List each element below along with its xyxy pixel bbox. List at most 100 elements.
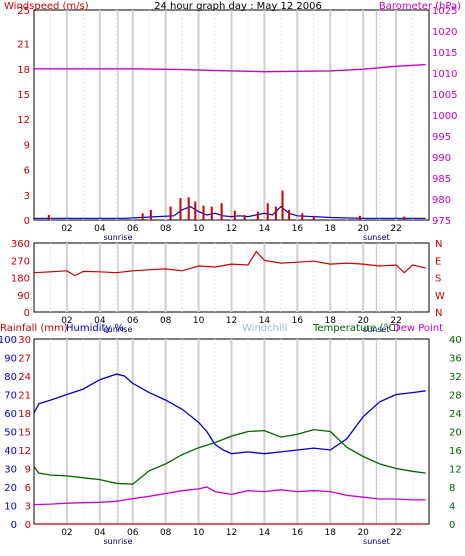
rainfall-tick: 15 — [18, 428, 31, 439]
direction-tick: 90 — [17, 291, 30, 302]
sunset-label: sunset — [363, 233, 390, 242]
barometer-tick: 975 — [432, 216, 451, 227]
x-tick-label: 08 — [160, 224, 172, 234]
rainfall-tick: 6 — [25, 483, 31, 494]
x-tick-label: 20 — [357, 224, 369, 234]
x-tick-label: 22 — [390, 224, 401, 234]
legend-item: Dew Point — [393, 323, 443, 334]
rainfall-tick: 0 — [25, 520, 31, 531]
temperature-tick: 36 — [449, 354, 462, 365]
legend-item: Rainfall (mm) — [0, 323, 68, 334]
x-tick-label: 18 — [325, 316, 337, 326]
barometer-tick: 1020 — [432, 27, 457, 38]
windspeed-tick: 0 — [24, 216, 30, 227]
humidity-tick: 40 — [4, 446, 17, 457]
windspeed-tick: 18 — [17, 65, 30, 76]
rainfall-tick: 24 — [18, 372, 31, 383]
humidity-tick: 70 — [4, 391, 17, 402]
rainfall-tick: 9 — [25, 465, 31, 476]
windspeed-line — [34, 205, 426, 219]
temperature-tick: 32 — [449, 372, 462, 383]
x-tick-label: 12 — [226, 316, 237, 326]
windspeed-axis-label: Windspeed (m/s) — [4, 1, 89, 12]
barometer-tick: 1010 — [432, 69, 457, 80]
sunset-label: sunset — [363, 537, 390, 546]
x-tick-label: 04 — [94, 316, 106, 326]
humidity-tick: 10 — [4, 502, 17, 513]
windspeed-tick: 9 — [24, 140, 30, 151]
barometer-tick: 990 — [432, 153, 451, 164]
barometer-axis-label: Barometer (hPa) — [379, 1, 461, 12]
humidity-tick: 0 — [11, 520, 17, 531]
x-tick-label: 10 — [193, 528, 205, 538]
rainfall-tick: 30 — [18, 335, 31, 346]
humidity-tick: 20 — [4, 483, 17, 494]
legend-item: Temperature (°C) — [312, 323, 399, 334]
rainfall-tick: 18 — [18, 409, 31, 420]
humidity-line — [33, 373, 426, 455]
legend-item: Windchill — [242, 323, 287, 334]
temperature-tick: 0 — [449, 520, 455, 531]
windspeed-tick: 15 — [17, 90, 30, 101]
sunset-label: sunset — [363, 325, 390, 334]
direction-tick: 0 — [24, 308, 30, 319]
x-tick-label: 22 — [390, 316, 401, 326]
direction-tick: 270 — [11, 256, 30, 267]
barometer-tick: 1025 — [432, 6, 457, 17]
windspeed-tick: 21 — [17, 40, 30, 51]
direction-tick: 180 — [11, 274, 30, 285]
barometer-tick: 1000 — [432, 111, 457, 122]
x-tick-label: 12 — [226, 528, 237, 538]
barometer-tick: 1015 — [432, 48, 457, 59]
sunrise-label: sunrise — [103, 325, 132, 334]
x-tick-label: 04 — [94, 224, 106, 234]
compass-label: N — [435, 308, 442, 319]
x-tick-label: 20 — [357, 316, 369, 326]
temperature-tick: 16 — [449, 446, 462, 457]
x-tick-label: 14 — [259, 224, 271, 234]
temperature-tick: 40 — [449, 335, 462, 346]
temperature-tick: 4 — [449, 502, 455, 513]
sunrise-label: sunrise — [103, 537, 132, 546]
barometer-tick: 995 — [432, 132, 451, 143]
x-tick-label: 04 — [94, 528, 106, 538]
x-tick-label: 14 — [259, 528, 271, 538]
humidity-tick: 80 — [4, 372, 17, 383]
x-tick-label: 08 — [160, 528, 172, 538]
compass-label: W — [435, 291, 445, 302]
temperature-line — [33, 428, 426, 485]
x-tick-label: 08 — [160, 316, 172, 326]
sunrise-label: sunrise — [103, 233, 132, 242]
x-tick-label: 02 — [61, 224, 72, 234]
temperature-tick: 24 — [449, 409, 462, 420]
direction-tick: 360 — [11, 239, 30, 250]
windspeed-tick: 25 — [17, 6, 30, 17]
wind-direction-line — [33, 250, 426, 277]
x-tick-label: 22 — [390, 528, 401, 538]
x-tick-label: 10 — [193, 316, 205, 326]
legend-item: Humidity % — [66, 323, 124, 334]
barometer-tick: 985 — [432, 174, 451, 185]
rainfall-tick: 3 — [25, 502, 31, 513]
humidity-tick: 100 — [0, 335, 17, 346]
x-tick-label: 16 — [292, 224, 304, 234]
x-tick-label: 16 — [292, 316, 304, 326]
chart-title: 24 hour graph day : May 12 2006 — [154, 1, 322, 12]
x-tick-label: 16 — [292, 528, 304, 538]
x-tick-label: 18 — [325, 224, 337, 234]
x-tick-label: 18 — [325, 528, 337, 538]
x-tick-label: 06 — [127, 316, 139, 326]
barometer-tick: 1005 — [432, 90, 457, 101]
rainfall-tick: 21 — [18, 391, 31, 402]
x-tick-label: 02 — [61, 528, 72, 538]
compass-label: S — [435, 274, 441, 285]
x-tick-label: 14 — [259, 316, 271, 326]
temperature-tick: 8 — [449, 483, 455, 494]
compass-label: E — [435, 256, 441, 267]
x-tick-label: 20 — [357, 528, 369, 538]
x-tick-label: 06 — [127, 528, 139, 538]
humidity-tick: 30 — [4, 465, 17, 476]
temperature-tick: 20 — [449, 428, 462, 439]
humidity-tick: 50 — [4, 428, 17, 439]
rainfall-tick: 12 — [18, 446, 31, 457]
